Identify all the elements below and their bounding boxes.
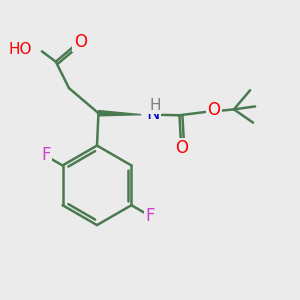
Polygon shape — [98, 110, 141, 116]
Text: O: O — [74, 33, 87, 51]
Text: F: F — [41, 146, 51, 164]
Text: H: H — [149, 98, 161, 113]
Text: O: O — [175, 139, 188, 157]
Text: N: N — [146, 105, 160, 123]
Text: O: O — [207, 101, 220, 119]
Text: HO: HO — [9, 41, 32, 56]
Text: F: F — [145, 206, 154, 224]
